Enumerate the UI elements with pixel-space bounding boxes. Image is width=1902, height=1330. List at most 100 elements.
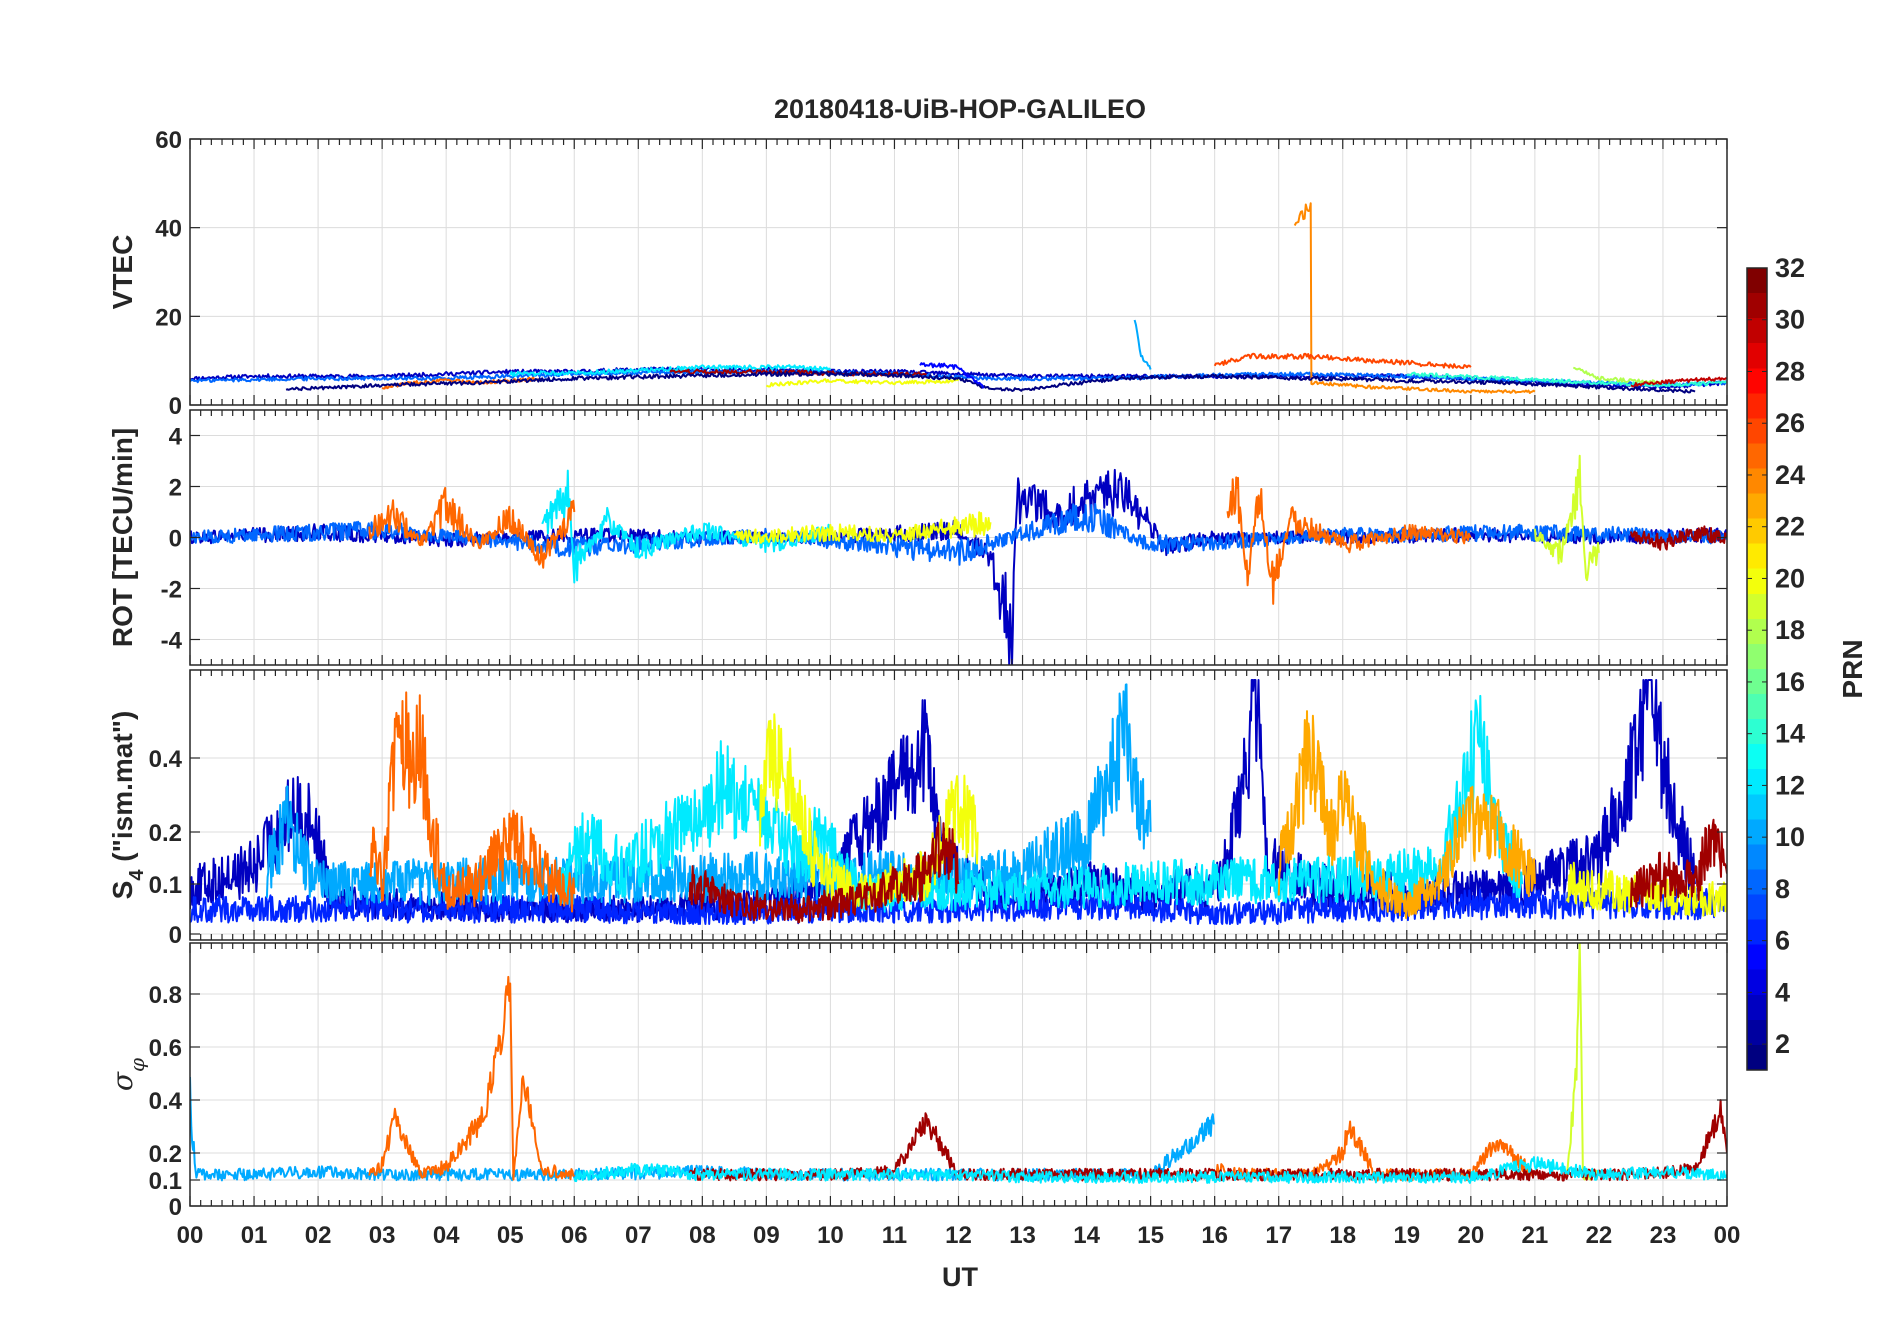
colorbar-tick-label: 24: [1775, 460, 1805, 490]
series-prn-25: [368, 691, 576, 913]
colorbar-scale: [1746, 267, 1768, 1071]
series-prn-24: [1293, 202, 1536, 394]
x-tick-label: 07: [625, 1222, 652, 1249]
x-tick-label: 17: [1265, 1222, 1292, 1249]
y-axis-label: σφ: [106, 1058, 149, 1091]
series-prn-25: [381, 376, 543, 390]
y-tick-label: 0.2: [149, 820, 182, 847]
x-tick-label: 19: [1393, 1222, 1420, 1249]
y-axis: 0 0.1 0.2 0.4: [149, 746, 1727, 949]
series-prn-25: [368, 486, 576, 569]
series-prn-31: [1629, 818, 1727, 908]
x-ticks: [189, 943, 1728, 1206]
series-group: [190, 943, 1727, 1184]
x-tick-label: 00: [1714, 1222, 1741, 1249]
x-tick-label: 23: [1650, 1222, 1677, 1249]
x-tick-label: 03: [369, 1222, 396, 1249]
colorbar-tick-label: 30: [1775, 305, 1805, 335]
series-prn-20: [733, 511, 992, 545]
colorbar-tick-label: 10: [1775, 822, 1805, 852]
series-group: [190, 202, 1727, 394]
x-tick-label: 21: [1522, 1222, 1549, 1249]
colorbar-tick-label: 16: [1775, 667, 1805, 697]
x-tick-label: 18: [1329, 1222, 1356, 1249]
colorbar-tick-label: 20: [1775, 563, 1805, 593]
colorbar-tick-label: 32: [1775, 253, 1805, 283]
series-prn-10: [1133, 319, 1152, 370]
y-tick-label: 0.2: [149, 1141, 182, 1168]
y-axis-label: VTEC: [107, 235, 138, 310]
series-prn-6: [190, 887, 1727, 925]
y-tick-label: 0.1: [149, 1168, 182, 1195]
x-tick-label: 16: [1201, 1222, 1228, 1249]
y-tick-label: 60: [155, 127, 182, 154]
x-tick-label: 20: [1457, 1222, 1484, 1249]
colorbar-tick-label: 26: [1775, 408, 1805, 438]
series-prn-1: [285, 371, 1696, 394]
series-prn-12: [541, 469, 832, 584]
series-prn-20: [765, 378, 960, 388]
x-tick-label: 04: [433, 1222, 460, 1249]
x-tick-label: 10: [817, 1222, 844, 1249]
x-tick-label: 01: [241, 1222, 268, 1249]
series-prn-31: [1629, 525, 1727, 551]
x-tick-label: 02: [305, 1222, 332, 1249]
series-prn-31: [688, 821, 960, 924]
series-prn-25: [1226, 476, 1472, 605]
x-tick-label: 05: [497, 1222, 524, 1249]
series-prn-25: [368, 975, 576, 1181]
grid: [189, 138, 1728, 406]
y-tick-label: 4: [169, 424, 183, 451]
y-tick-label: 40: [155, 216, 182, 243]
y-tick-label: 2: [169, 475, 182, 502]
colorbar-tick-label: 6: [1775, 926, 1790, 956]
y-tick-label: 0: [169, 922, 182, 949]
panel-4: 00.10.2 0.4 0.6 0.8 σφ: [106, 942, 1728, 1221]
x-tick-label: 12: [945, 1222, 972, 1249]
series-prn-26: [1213, 352, 1472, 369]
panel-3: 0 0.1 0.2 0.4S4 ("ism.mat"): [107, 669, 1728, 949]
series-prn-14: [1406, 371, 1727, 388]
x-tick-label: 06: [561, 1222, 588, 1249]
y-tick-label: 0.4: [149, 1088, 183, 1115]
x-ticks: [189, 410, 1728, 665]
panel-2: -4 -2 0 2 4 ROT [TECU/min]: [107, 409, 1728, 666]
series-prn-5: [919, 362, 985, 389]
chart-title: 20180418-UiB-HOP-GALILEO: [774, 94, 1146, 124]
colorbar-tick-label: 2: [1775, 1029, 1790, 1059]
grid: [189, 943, 1728, 1207]
x-tick-label: 00: [177, 1222, 204, 1249]
y-tick-label: 0: [169, 393, 182, 420]
panel-1: 0 20 40 60 VTEC: [107, 127, 1728, 420]
x-tick-label: 09: [753, 1222, 780, 1249]
y-axis: -4 -2 0 2 4: [161, 424, 1727, 655]
colorbar-label: PRN: [1837, 639, 1868, 698]
y-axis: 00.10.2 0.4 0.6 0.8: [149, 982, 1727, 1221]
y-tick-label: 20: [155, 304, 182, 331]
x-axis-label: UT: [942, 1262, 978, 1292]
series-group: [190, 679, 1727, 925]
x-axis: 00 01 02 03 04 05 06 07 08 09 10 11 12 13 14 15 16 17 18 19…: [177, 1222, 1741, 1249]
x-tick-label: 15: [1137, 1222, 1164, 1249]
series-prn-30: [1630, 376, 1727, 388]
x-tick-label: 22: [1586, 1222, 1613, 1249]
series-prn-12: [509, 364, 832, 377]
colorbar-tick-label: 4: [1775, 977, 1790, 1007]
series-prn-23: [1277, 710, 1536, 919]
series-prn-10: [265, 683, 1152, 907]
colorbar-tick-label: 8: [1775, 874, 1790, 904]
y-axis-label: ROT [TECU/min]: [107, 428, 138, 647]
y-tick-label: 0.1: [149, 872, 182, 899]
colorbar-tick-label: 14: [1775, 719, 1805, 749]
x-ticks: [189, 670, 1728, 940]
y-tick-label: -2: [161, 577, 182, 604]
y-tick-label: 0.6: [149, 1035, 182, 1062]
series-prn-19: [1565, 943, 1600, 1181]
colorbar-tick-label: 28: [1775, 356, 1805, 386]
colorbar-tick-label: 12: [1775, 770, 1805, 800]
x-tick-label: 08: [689, 1222, 716, 1249]
series-prn-12: [573, 1156, 1727, 1184]
